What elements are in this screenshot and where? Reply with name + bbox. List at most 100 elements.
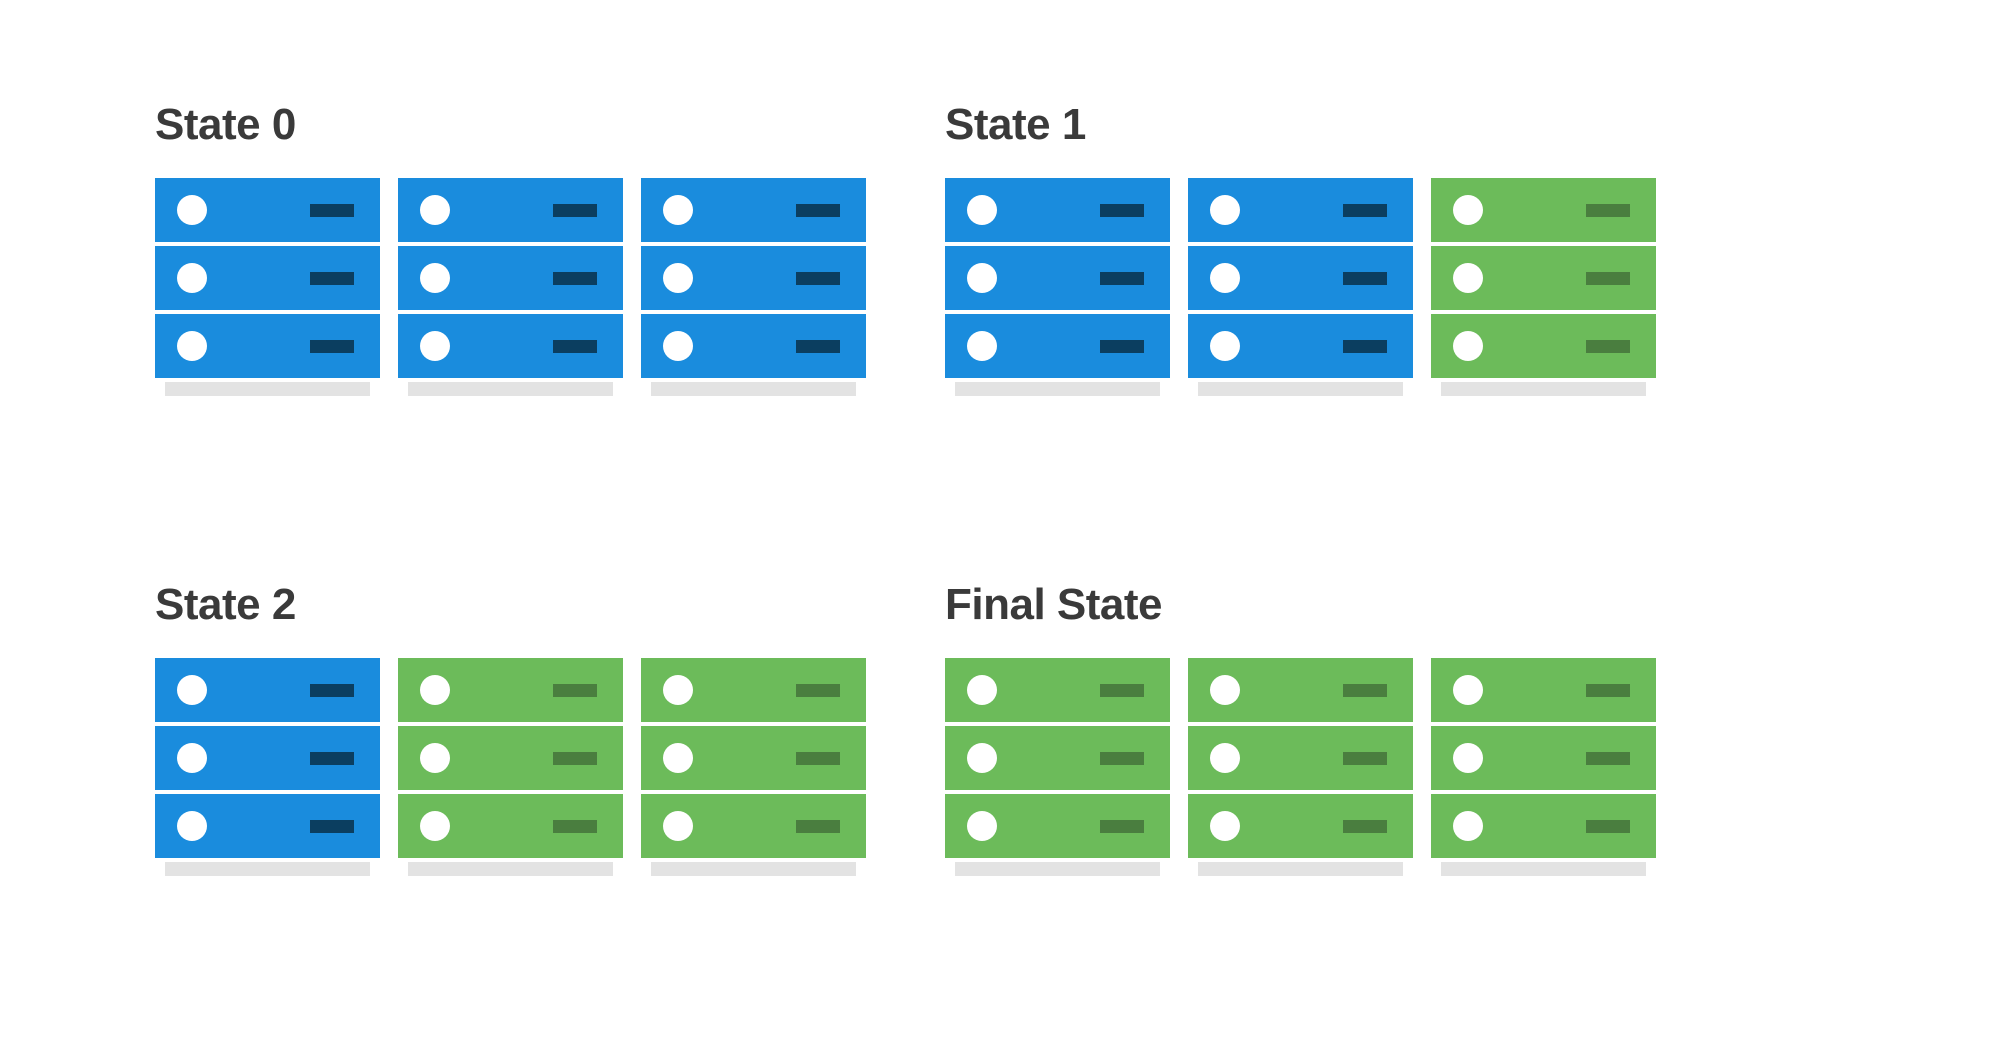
server-unit <box>155 726 380 790</box>
server-led-icon <box>663 811 693 841</box>
server-stack <box>1431 658 1656 876</box>
server-base <box>1198 382 1403 396</box>
server-stack <box>1188 178 1413 396</box>
server-slot-icon <box>1343 752 1387 765</box>
server-led-icon <box>663 263 693 293</box>
server-unit <box>641 246 866 310</box>
server-slot-icon <box>796 684 840 697</box>
server-slot-icon <box>553 204 597 217</box>
server-unit <box>398 246 623 310</box>
server-stack <box>155 178 380 396</box>
server-led-icon <box>967 675 997 705</box>
server-led-icon <box>663 331 693 361</box>
server-led-icon <box>1210 331 1240 361</box>
panel-title: State 2 <box>155 580 925 630</box>
server-led-icon <box>1210 675 1240 705</box>
server-slot-icon <box>310 204 354 217</box>
server-unit <box>398 726 623 790</box>
server-slot-icon <box>310 272 354 285</box>
server-slot-icon <box>1343 272 1387 285</box>
server-slot-icon <box>310 820 354 833</box>
server-unit <box>398 314 623 378</box>
server-led-icon <box>177 263 207 293</box>
server-led-icon <box>420 743 450 773</box>
server-led-icon <box>177 743 207 773</box>
server-unit <box>1431 794 1656 858</box>
server-slot-icon <box>1343 820 1387 833</box>
server-slot-icon <box>1343 204 1387 217</box>
server-stack <box>398 178 623 396</box>
server-unit <box>1188 178 1413 242</box>
server-unit <box>1431 246 1656 310</box>
server-led-icon <box>420 331 450 361</box>
server-stack <box>398 658 623 876</box>
server-slot-icon <box>310 752 354 765</box>
server-stack <box>1188 658 1413 876</box>
server-stack <box>945 658 1170 876</box>
panel-state-2: State 2 <box>155 580 925 980</box>
server-led-icon <box>1453 263 1483 293</box>
server-slot-icon <box>1100 820 1144 833</box>
server-unit <box>155 178 380 242</box>
server-unit <box>945 726 1170 790</box>
server-base <box>408 862 613 876</box>
server-led-icon <box>967 811 997 841</box>
diagram-canvas: State 0 <box>0 0 2000 1045</box>
panel-state-0: State 0 <box>155 100 925 500</box>
server-slot-icon <box>1100 204 1144 217</box>
server-unit <box>1188 246 1413 310</box>
panel-title: Final State <box>945 580 1715 630</box>
server-slot-icon <box>1100 684 1144 697</box>
server-slot-icon <box>1586 684 1630 697</box>
server-slot-icon <box>1100 340 1144 353</box>
server-unit <box>1188 726 1413 790</box>
server-base <box>1441 382 1646 396</box>
server-row <box>945 178 1715 396</box>
server-base <box>955 382 1160 396</box>
server-led-icon <box>1453 811 1483 841</box>
server-stack <box>945 178 1170 396</box>
server-led-icon <box>420 811 450 841</box>
server-unit <box>945 178 1170 242</box>
server-unit <box>1188 658 1413 722</box>
server-led-icon <box>1210 195 1240 225</box>
server-unit <box>641 658 866 722</box>
panel-title: State 0 <box>155 100 925 150</box>
server-unit <box>155 246 380 310</box>
server-led-icon <box>663 195 693 225</box>
server-unit <box>155 314 380 378</box>
server-slot-icon <box>553 272 597 285</box>
server-led-icon <box>177 195 207 225</box>
server-unit <box>398 794 623 858</box>
server-unit <box>1431 314 1656 378</box>
server-led-icon <box>967 331 997 361</box>
panel-final-state: Final State <box>945 580 1715 980</box>
server-slot-icon <box>1100 752 1144 765</box>
server-base <box>1441 862 1646 876</box>
server-led-icon <box>1210 263 1240 293</box>
server-stack <box>155 658 380 876</box>
server-row <box>945 658 1715 876</box>
server-led-icon <box>177 331 207 361</box>
server-slot-icon <box>796 272 840 285</box>
server-base <box>955 862 1160 876</box>
server-unit <box>945 314 1170 378</box>
server-led-icon <box>420 675 450 705</box>
server-row <box>155 178 925 396</box>
server-stack <box>641 178 866 396</box>
server-base <box>1198 862 1403 876</box>
server-slot-icon <box>796 752 840 765</box>
server-led-icon <box>420 195 450 225</box>
server-slot-icon <box>1586 752 1630 765</box>
server-slot-icon <box>553 752 597 765</box>
server-slot-icon <box>1586 204 1630 217</box>
server-led-icon <box>1210 811 1240 841</box>
panel-title: State 1 <box>945 100 1715 150</box>
server-led-icon <box>1453 331 1483 361</box>
server-slot-icon <box>796 820 840 833</box>
server-slot-icon <box>1100 272 1144 285</box>
server-unit <box>641 794 866 858</box>
server-unit <box>1188 794 1413 858</box>
panel-state-1: State 1 <box>945 100 1715 500</box>
server-unit <box>641 178 866 242</box>
